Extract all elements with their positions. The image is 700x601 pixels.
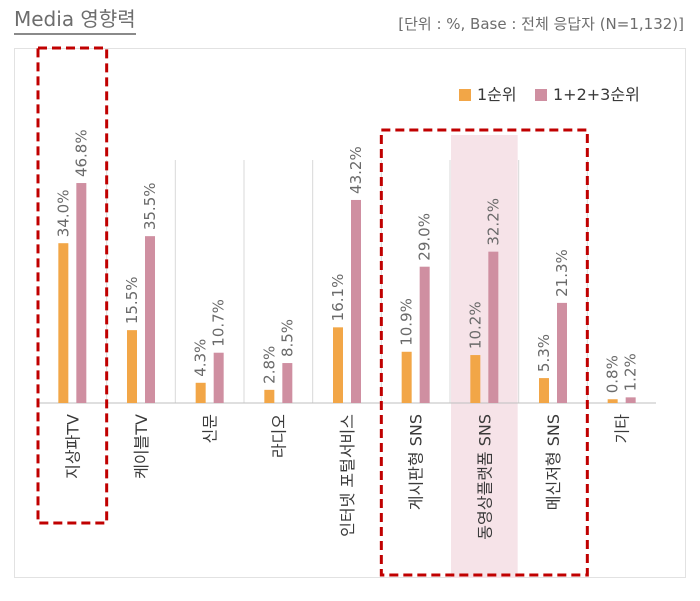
category-label: 케이블TV — [132, 414, 151, 479]
bar — [213, 352, 224, 403]
bar — [351, 199, 361, 403]
data-label: 5.3% — [535, 334, 553, 372]
category-label: 지상파TV — [63, 414, 82, 479]
legend-swatch — [535, 89, 547, 101]
bar — [607, 399, 618, 403]
category-label: 게시판형 SNS — [407, 414, 426, 510]
category-label: 기타 — [613, 414, 632, 444]
category-label: 라디오 — [269, 414, 288, 458]
bar — [58, 243, 69, 403]
data-label: 0.8% — [604, 355, 622, 393]
category-label: 인터넷 포털서비스 — [338, 414, 357, 537]
category-label: 신문 — [201, 414, 220, 443]
data-label: 16.1% — [329, 274, 347, 322]
category-label: 동영상플랫폼 SNS — [475, 414, 494, 540]
bar — [625, 397, 636, 403]
bar — [195, 382, 206, 403]
bar — [282, 363, 293, 403]
data-label: 10.7% — [210, 299, 228, 347]
data-label: 34.0% — [54, 190, 72, 238]
bar — [145, 236, 155, 403]
data-label: 29.0% — [416, 213, 434, 261]
data-label: 46.8% — [72, 129, 90, 177]
data-label: 4.3% — [192, 339, 210, 377]
bar — [557, 302, 567, 403]
data-label: 21.3% — [553, 249, 571, 297]
legend-swatch — [459, 89, 471, 101]
legend-label: 1+2+3순위 — [553, 85, 640, 104]
data-label: 8.5% — [278, 319, 296, 357]
chart-frame — [14, 48, 686, 578]
data-label: 32.2% — [484, 198, 502, 246]
bar — [127, 330, 137, 403]
data-label: 1.2% — [622, 353, 640, 391]
data-label: 10.2% — [466, 301, 484, 349]
data-label: 10.9% — [398, 298, 416, 346]
highlight-band — [451, 135, 518, 578]
data-label: 35.5% — [141, 182, 159, 230]
legend-label: 1순위 — [477, 85, 517, 104]
bar — [488, 251, 499, 403]
chart-title: Media 영향력 — [14, 6, 136, 35]
data-label: 2.8% — [260, 346, 278, 384]
highlight-box — [36, 46, 109, 525]
data-label: 43.2% — [347, 146, 365, 194]
unit-base-note: [단위 : %, Base : 전체 응답자 (N=1,132)] — [398, 15, 684, 33]
bar — [539, 378, 549, 403]
highlight-box — [379, 128, 589, 577]
bar — [333, 327, 343, 403]
bar — [419, 266, 430, 403]
bar — [470, 355, 481, 403]
bar — [401, 351, 412, 403]
data-label: 15.5% — [123, 276, 141, 324]
bar — [76, 183, 87, 403]
category-label: 메신저형 SNS — [544, 414, 563, 510]
bar — [264, 389, 275, 403]
